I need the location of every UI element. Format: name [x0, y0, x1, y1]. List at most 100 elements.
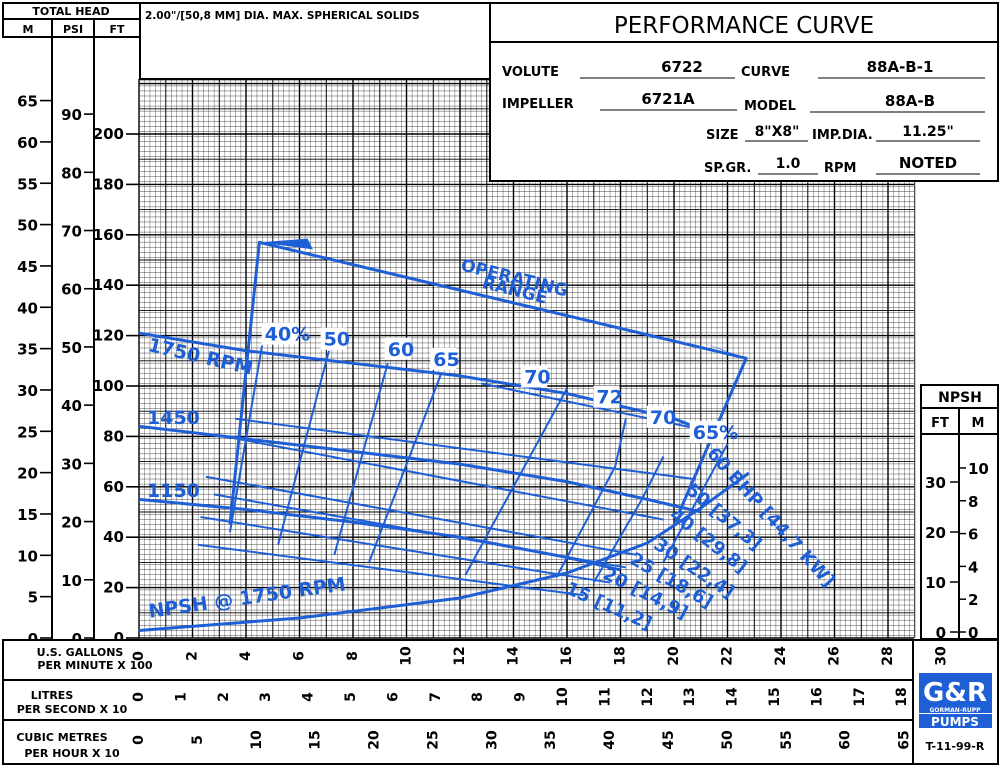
impdia-value: 11.25"	[902, 124, 954, 140]
m-tick-label: 5	[28, 589, 38, 607]
efficiency-label-bg	[521, 365, 548, 388]
lps-tick-label: 13	[682, 687, 698, 706]
gpm-tick-label: 16	[559, 646, 575, 665]
efficiency-label-bg	[384, 337, 411, 360]
psi-tick-label: 80	[61, 164, 82, 182]
lps-tick-label: 12	[640, 687, 656, 706]
npsh-m-tick: 4	[968, 558, 978, 576]
m-tick-label: 50	[17, 217, 38, 235]
spec-box	[489, 2, 999, 182]
head-curve-label: 1150	[147, 480, 200, 502]
cmh-label-1: CUBIC METRES	[16, 731, 107, 744]
npsh-box	[920, 384, 999, 640]
rpm-label: RPM	[824, 161, 856, 176]
gpm-tick-label: 10	[399, 646, 415, 666]
cmh-tick-label: 5	[190, 735, 206, 745]
curve-label: CURVE	[741, 65, 790, 80]
ft-tick-label: 80	[103, 427, 124, 445]
gpm-tick-label: 20	[666, 646, 682, 666]
npsh-m-tick: 10	[968, 460, 989, 478]
ft-tick-label: 160	[93, 226, 124, 244]
solids-note-box	[139, 2, 491, 80]
bhp-line	[481, 382, 723, 435]
npsh-m-tick: 6	[968, 526, 978, 544]
lps-tick-label: 7	[428, 692, 444, 702]
head-curve	[138, 331, 729, 441]
cmh-tick-label: 15	[308, 730, 324, 749]
npsh-title: NPSH	[938, 390, 982, 406]
m-tick-label: 65	[17, 93, 38, 111]
m-tick-label: 30	[17, 382, 38, 400]
gpm-tick-label: 4	[238, 651, 254, 661]
bottom-ticks: 0 2 4 6 8 10 12 14 16 18 20 22 24 26 28 300 1 2 3 4 5 6 7 8 9 10 1…	[131, 646, 950, 750]
cmh-tick-label: 45	[661, 730, 677, 749]
psi-tick-label: 60	[61, 281, 82, 299]
m-tick-label: 15	[17, 506, 38, 524]
lps-tick-label: 18	[894, 687, 910, 706]
cmh-tick-label: 10	[249, 730, 265, 750]
lps-tick-label: 11	[597, 687, 613, 706]
efficiency-label-bg	[593, 385, 620, 408]
lps-label-1: LITRES	[31, 689, 74, 702]
efficiency-line	[277, 350, 330, 546]
efficiency-label: 72	[596, 387, 622, 409]
cmh-label-2: PER HOUR X 10	[24, 747, 120, 760]
lps-tick-label: 9	[513, 692, 529, 702]
lps-label-2: PER SECOND X 10	[17, 703, 128, 716]
left-axes: 2001801601401201008060402009080706050403…	[17, 93, 139, 648]
gpm-tick-label: 14	[506, 646, 522, 666]
psi-tick-label: 30	[61, 455, 82, 473]
m-tick-label: 45	[17, 258, 38, 276]
cmh-tick-label: 60	[838, 730, 854, 750]
size-label: SIZE	[706, 128, 739, 143]
bhp-line	[197, 543, 584, 597]
efficiency-label-bg	[320, 327, 347, 350]
logo-line1: G&R	[923, 678, 987, 708]
bhp-line	[205, 475, 637, 556]
efficiency-label: 40%	[265, 324, 310, 346]
gpm-tick-label: 2	[185, 651, 201, 661]
efficiency-line	[333, 363, 389, 556]
psi-tick-label: 70	[61, 223, 82, 241]
lps-tick-label: 8	[470, 692, 486, 702]
page-title: PERFORMANCE CURVE	[614, 13, 874, 39]
efficiency-label: 70	[524, 366, 550, 388]
efficiency-label: 65	[433, 349, 459, 371]
npsh-unit-m: M	[972, 416, 985, 431]
footer-code: T-11-99-R	[926, 740, 985, 753]
ft-tick-label: 40	[103, 528, 124, 546]
efficiency-label-bg	[689, 420, 727, 443]
gpm-tick-label: 26	[827, 646, 843, 665]
psi-tick-label: 90	[61, 106, 82, 124]
psi-tick-label: 50	[61, 339, 82, 357]
cmh-tick-label: 35	[543, 730, 559, 749]
volute-label: VOLUTE	[502, 65, 559, 80]
m-tick-label: 40	[17, 299, 38, 317]
bhp-line	[213, 493, 627, 569]
ft-tick-label: 60	[103, 478, 124, 496]
cmh-tick-label: 0	[131, 735, 147, 745]
cmh-tick-label: 55	[779, 730, 795, 749]
efficiency-label: 70	[650, 407, 676, 429]
bhp-line	[200, 516, 610, 584]
bhp-line	[235, 417, 696, 481]
cmh-tick-label: 25	[425, 730, 441, 749]
m-tick-label: 35	[17, 341, 38, 359]
efficiency-label: 60	[388, 339, 414, 361]
npsh-ft-tick: 0	[936, 624, 946, 642]
lps-tick-label: 14	[725, 687, 741, 707]
curves-layer	[138, 238, 750, 632]
lps-tick-label: 17	[852, 687, 868, 706]
m-tick-label: 55	[17, 175, 38, 193]
ft-tick-label: 120	[93, 327, 124, 345]
psi-tick-label: 40	[61, 397, 82, 415]
ft-tick-label: 200	[93, 125, 124, 143]
gpm-tick-label: 30	[934, 646, 950, 666]
gpm-tick-label: 6	[292, 651, 308, 661]
gpm-tick-label: 22	[720, 646, 736, 665]
lps-tick-label: 5	[343, 692, 359, 702]
rpm-value: NOTED	[899, 154, 957, 172]
gpm-tick-label: 18	[613, 646, 629, 665]
